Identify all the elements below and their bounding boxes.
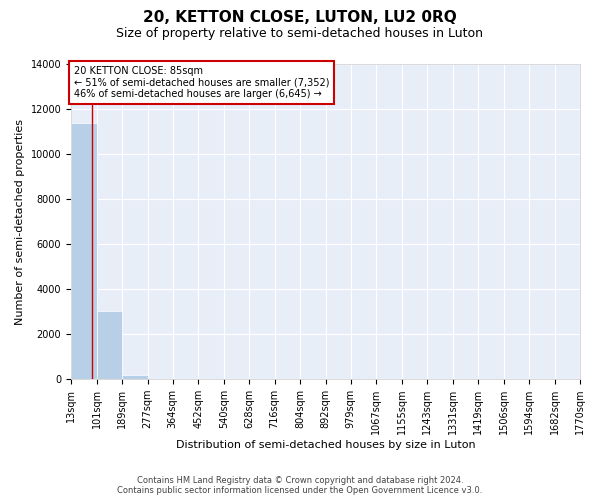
Bar xyxy=(97,310,122,379)
Bar xyxy=(122,374,148,379)
X-axis label: Distribution of semi-detached houses by size in Luton: Distribution of semi-detached houses by … xyxy=(176,440,475,450)
Y-axis label: Number of semi-detached properties: Number of semi-detached properties xyxy=(15,118,25,324)
Text: 20, KETTON CLOSE, LUTON, LU2 0RQ: 20, KETTON CLOSE, LUTON, LU2 0RQ xyxy=(143,10,457,25)
Bar xyxy=(71,122,97,379)
Text: 20 KETTON CLOSE: 85sqm
← 51% of semi-detached houses are smaller (7,352)
46% of : 20 KETTON CLOSE: 85sqm ← 51% of semi-det… xyxy=(74,66,329,99)
Text: Size of property relative to semi-detached houses in Luton: Size of property relative to semi-detach… xyxy=(116,28,484,40)
Text: Contains HM Land Registry data © Crown copyright and database right 2024.
Contai: Contains HM Land Registry data © Crown c… xyxy=(118,476,482,495)
